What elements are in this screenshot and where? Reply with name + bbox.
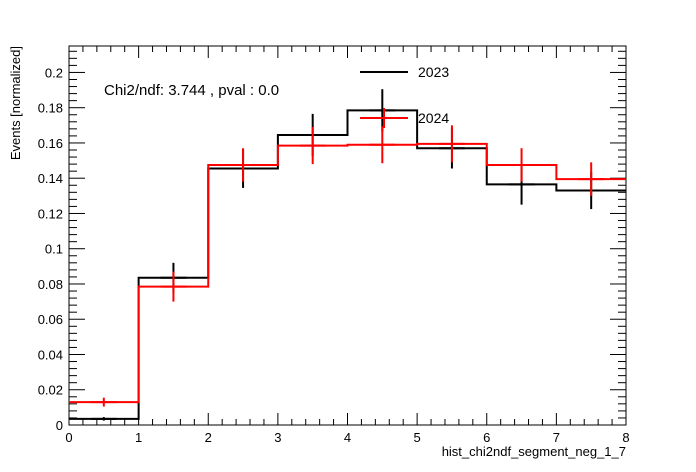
y-tick-label: 0.04 (38, 347, 63, 362)
x-tick-label: 4 (344, 430, 351, 445)
histogram-step-2024 (69, 142, 626, 404)
histogram-series (69, 109, 626, 420)
x-tick-label: 0 (65, 430, 72, 445)
y-tick-label: 0.16 (38, 136, 63, 151)
legend-label-2023: 2023 (418, 64, 449, 80)
y-tick-label: 0.18 (38, 101, 63, 116)
x-tick-label: 7 (553, 430, 560, 445)
y-tick-label: 0.1 (45, 242, 63, 257)
histogram-step-2023 (69, 109, 626, 420)
y-tick-label: 0.2 (45, 65, 63, 80)
error-bars (90, 89, 605, 421)
axis-ticks: 0 1 2 3 4 5 6 7 8 0 0.02 0.04 0.06 0.08 0.1 0.12 0.14 0.1… (38, 46, 630, 445)
plot-frame (68, 45, 627, 426)
x-tick-label: 2 (205, 430, 212, 445)
legend-label-2024: 2024 (418, 110, 449, 126)
legend: 2023 2024 (360, 64, 449, 128)
x-tick-label: 3 (274, 430, 281, 445)
y-tick-label: 0.12 (38, 206, 63, 221)
y-tick-label: 0.08 (38, 277, 63, 292)
y-tick-label: 0 (56, 418, 63, 433)
x-axis-label: hist_chi2ndf_segment_neg_1_7 (442, 444, 626, 459)
y-tick-label: 0.06 (38, 312, 63, 327)
x-tick-label: 5 (414, 430, 421, 445)
x-tick-label: 1 (135, 430, 142, 445)
chi2-annotation: Chi2/ndf: 3.744 , pval : 0.0 (104, 82, 279, 99)
x-tick-label: 6 (483, 430, 490, 445)
y-axis-label: Events [normalized] (8, 46, 23, 160)
x-tick-label: 8 (622, 430, 629, 445)
y-tick-label: 0.02 (38, 383, 63, 398)
y-tick-label: 0.14 (38, 171, 63, 186)
